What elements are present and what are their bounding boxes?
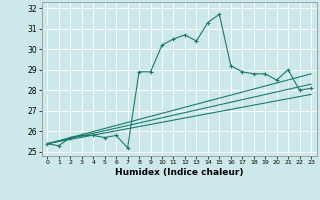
X-axis label: Humidex (Indice chaleur): Humidex (Indice chaleur)	[115, 168, 244, 177]
